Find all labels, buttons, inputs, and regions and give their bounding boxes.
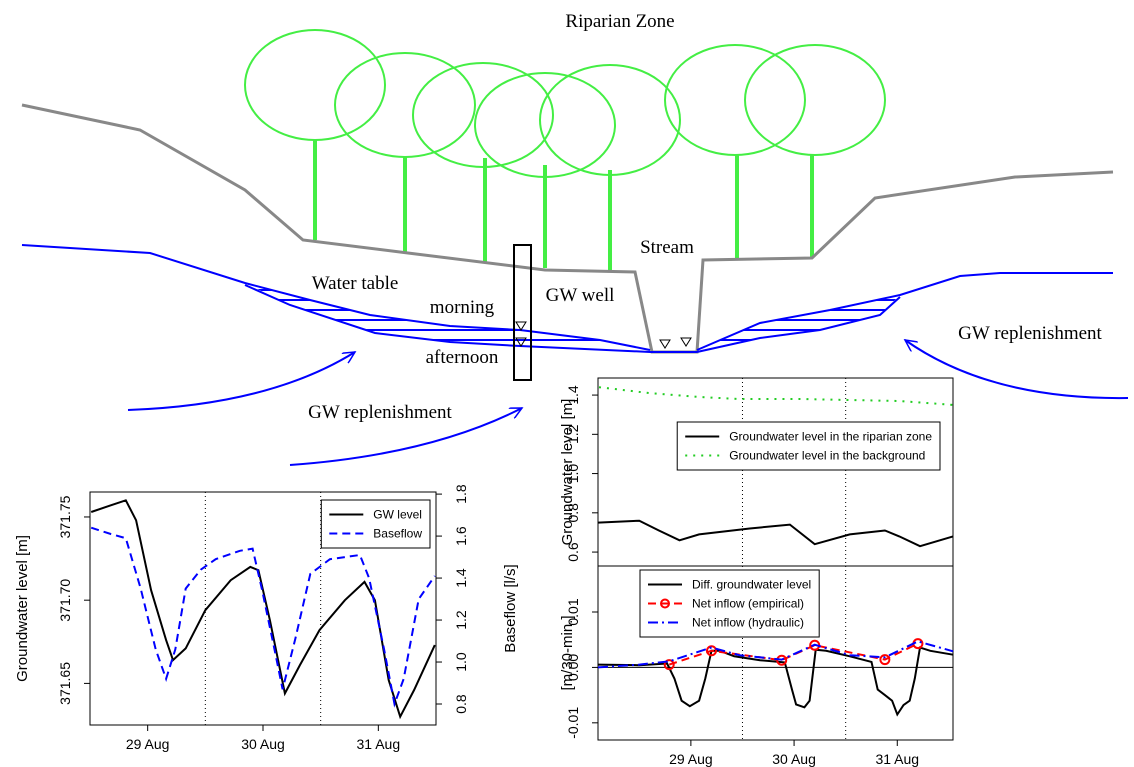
series-line: [599, 387, 953, 405]
legend-label: Net inflow (empirical): [692, 597, 804, 611]
water-level-markers: [516, 322, 691, 348]
y-tick-label: 1.8: [453, 484, 469, 504]
y-axis-title: Groundwater level [m]: [14, 535, 31, 682]
label-morning: morning: [430, 297, 495, 318]
legend-label: Groundwater level in the background: [729, 449, 925, 463]
series-line: [598, 648, 953, 715]
label-replenishment: GW replenishment: [308, 402, 452, 423]
label-stream: Stream: [640, 237, 694, 258]
legend-label: GW level: [373, 508, 422, 522]
x-tick-label: 31 Aug: [357, 736, 401, 752]
figure: Riparian Zone: [0, 0, 1134, 767]
y-tick-label: 371.75: [57, 495, 73, 538]
diagram-title: Riparian Zone: [565, 11, 674, 32]
tree-crowns: [245, 30, 885, 177]
legend-label: Baseflow: [373, 527, 422, 541]
y-tick-label: 1.0: [453, 652, 469, 672]
y-tick-label: 1.2: [453, 610, 469, 630]
plot-frame: [598, 378, 953, 566]
y-tick-label: 371.65: [57, 662, 73, 705]
y-tick-label: 1.6: [453, 526, 469, 546]
x-tick-label: 29 Aug: [126, 736, 170, 752]
label-replenishment: GW replenishment: [958, 323, 1102, 344]
legend-label: Net inflow (hydraulic): [692, 616, 804, 630]
label-water-table: Water table: [312, 273, 399, 294]
legend-label: Diff. groundwater level: [692, 578, 811, 592]
y2-axis-title: Baseflow [l/s]: [502, 564, 519, 652]
x-tick-label: 30 Aug: [241, 736, 285, 752]
flow-arrows: [128, 340, 1128, 465]
x-tick-label: 31 Aug: [875, 751, 919, 767]
y-tick-label: 1.4: [453, 568, 469, 588]
y-tick-label: 0.8: [453, 694, 469, 714]
x-tick-label: 29 Aug: [669, 751, 713, 767]
x-tick-label: 30 Aug: [772, 751, 816, 767]
y-tick-label: -0.01: [565, 707, 581, 739]
label-afternoon: afternoon: [426, 347, 499, 368]
series-line: [598, 521, 953, 547]
y-axis-title: [m/30-min.]: [559, 615, 576, 690]
y-tick-label: 371.70: [57, 579, 73, 622]
y-axis-title: Groundwater level [m]: [559, 399, 576, 546]
label-gw-well: GW well: [546, 285, 615, 306]
ground-surface: [22, 105, 1113, 352]
legend-label: Groundwater level in the riparian zone: [729, 430, 932, 444]
